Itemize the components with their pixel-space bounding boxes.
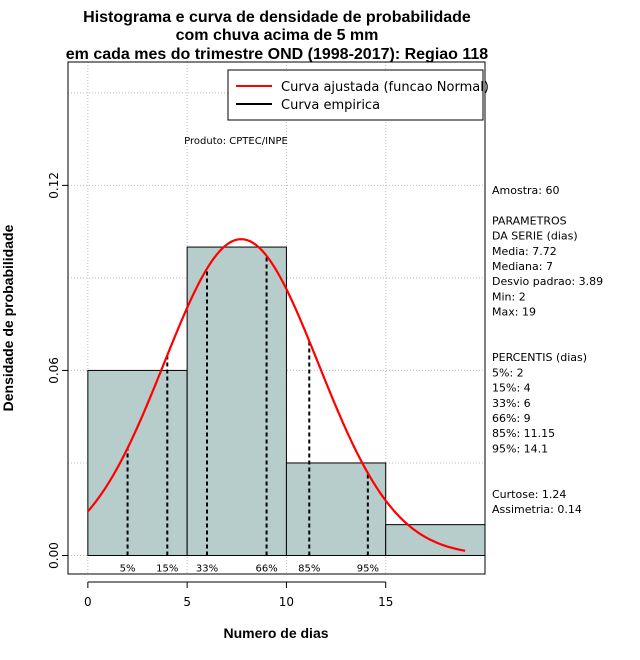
stat-line-21: Assimetria: 0.14 <box>492 503 582 516</box>
percentile-label-0: 5% <box>120 563 136 574</box>
x-tick-label: 15 <box>378 595 393 609</box>
stat-line-5: Mediana: 7 <box>492 260 553 273</box>
legend-box <box>227 69 484 121</box>
percentile-label-3: 66% <box>255 563 277 574</box>
title-line-3: em cada mes do trimestre OND (1998-2017)… <box>66 46 489 63</box>
x-axis: 0 5 10 15 <box>84 581 393 609</box>
histogram-bar-2 <box>285 462 387 556</box>
stat-line-13: 15%: 4 <box>492 382 531 395</box>
title-line-1: Histograma e curva de densidade de proba… <box>83 9 471 26</box>
stat-line-12: 5%: 2 <box>492 366 524 379</box>
y-tick-label: 0.00 <box>47 542 61 569</box>
histogram-bar-0 <box>87 369 188 556</box>
stat-line-15: 66%: 9 <box>492 412 531 425</box>
histogram-bar-1 <box>186 246 287 556</box>
percentile-labels: 5% 15% 33% 66% 85% 95% <box>120 563 379 574</box>
percentile-label-1: 15% <box>156 563 178 574</box>
stat-line-20: Curtose: 1.24 <box>492 488 566 501</box>
stat-line-16: 85%: 11.15 <box>492 427 555 440</box>
y-axis: 0.00 0.06 0.12 <box>47 172 69 569</box>
normal-fit-curve <box>87 238 466 552</box>
stat-line-17: 95%: 14.1 <box>492 442 548 455</box>
stat-line-8: Max: 19 <box>492 306 536 319</box>
y-tick-label: 0.12 <box>47 172 61 199</box>
percentile-lines <box>126 255 369 556</box>
stat-line-11: PERCENTIS (dias) <box>492 351 587 364</box>
stat-line-14: 33%: 6 <box>492 397 531 410</box>
product-annotation: Produto: CPTEC/INPE <box>184 136 288 147</box>
y-axis-label: Densidade de probabilidade <box>0 224 16 411</box>
stat-line-2: PARAMETROS <box>492 214 567 227</box>
legend-label-empirical: Curva empirica <box>281 98 380 113</box>
stat-line-4: Media: 7.72 <box>492 245 557 258</box>
histogram-bars <box>87 246 486 556</box>
legend: Curva ajustada (funcao Normal) Curva emp… <box>227 69 489 121</box>
stat-line-0: Amostra: 60 <box>492 184 559 197</box>
percentile-label-5: 95% <box>357 563 379 574</box>
percentile-label-4: 85% <box>298 563 320 574</box>
x-tick-label: 5 <box>183 595 191 609</box>
legend-label-normal: Curva ajustada (funcao Normal) <box>281 80 489 95</box>
x-axis-label: Numero de dias <box>223 625 328 641</box>
stat-line-6: Desvio padrao: 3.89 <box>492 275 603 288</box>
stat-line-7: Min: 2 <box>492 290 526 303</box>
y-tick-label: 0.06 <box>47 357 61 384</box>
chart-title: Histograma e curva de densidade de proba… <box>66 9 489 63</box>
x-tick-label: 0 <box>84 595 92 609</box>
statistics-panel: Amostra: 60 PARAMETROS DA SERIE (dias) Medi… <box>492 184 603 516</box>
percentile-label-2: 33% <box>196 563 218 574</box>
stat-line-3: DA SERIE (dias) <box>492 230 578 243</box>
histogram-bar-3 <box>385 524 486 556</box>
title-line-2: com chuva acima de 5 mm <box>176 27 379 44</box>
x-tick-label: 10 <box>279 595 294 609</box>
